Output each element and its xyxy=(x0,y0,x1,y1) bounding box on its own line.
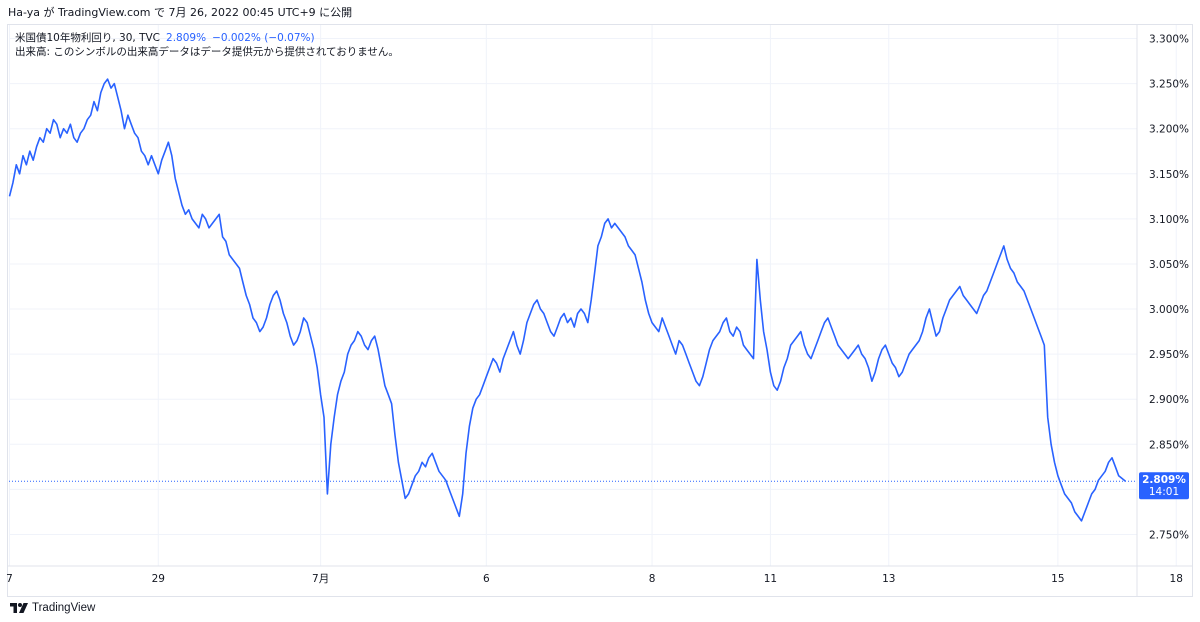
x-tick-label: 7 xyxy=(6,573,13,585)
tradingview-logo-icon xyxy=(10,603,28,613)
x-tick-label: 7月 xyxy=(312,573,329,585)
last-value: 2.809% xyxy=(166,32,207,44)
x-tick-label: 29 xyxy=(152,573,165,585)
chart-legend: 米国債10年物利回り, 30, TVC 2.809% −0.002% (−0.07%… xyxy=(15,31,399,59)
grid-lines xyxy=(7,25,1193,597)
y-tick-label: 2.850% xyxy=(1149,439,1189,451)
badge-price: 2.809% xyxy=(1142,474,1186,486)
y-tick-label: 2.950% xyxy=(1149,349,1189,361)
y-tick-label: 3.100% xyxy=(1149,214,1189,226)
badge-box xyxy=(1139,472,1189,500)
x-tick-label: 6 xyxy=(483,573,490,585)
y-tick-label: 3.050% xyxy=(1149,259,1189,271)
x-tick-label: 18 xyxy=(1170,573,1183,585)
y-tick-label: 3.200% xyxy=(1149,124,1189,136)
chart-frame xyxy=(7,24,1193,597)
symbol-label[interactable]: 米国債10年物利回り, 30, TVC xyxy=(15,32,161,44)
x-tick-label: 15 xyxy=(1051,573,1064,585)
y-tick-label: 3.300% xyxy=(1149,34,1189,46)
change-value: −0.002% (−0.07%) xyxy=(212,32,315,44)
y-tick-label: 2.750% xyxy=(1149,529,1189,541)
volume-note: 出来高: このシンボルの出来高データはデータ提供元から提供されておりません。 xyxy=(15,46,399,58)
footer-brand[interactable]: TradingView xyxy=(10,600,95,616)
y-tick-label: 3.250% xyxy=(1149,79,1189,91)
x-tick-label: 13 xyxy=(882,573,895,585)
y-axis: 3.300% 3.250% 3.200% 3.150% 3.100% 3.050% 3.00… xyxy=(1149,34,1189,542)
series-line xyxy=(8,78,1126,522)
publish-info: Ha-ya が TradingView.com で 7月 26, 2022 00… xyxy=(8,6,353,19)
x-axis: 7297月6811131518202225 xyxy=(6,573,1183,585)
x-tick-label: 11 xyxy=(764,573,777,585)
brand-name: TradingView xyxy=(32,602,96,614)
x-tick-label: 8 xyxy=(649,573,656,585)
badge-countdown: 14:01 xyxy=(1149,486,1179,498)
y-tick-label: 3.000% xyxy=(1149,304,1189,316)
last-price-badge: 2.809%14:01 xyxy=(1139,472,1189,500)
series-layer xyxy=(8,78,1137,522)
y-tick-label: 3.150% xyxy=(1149,169,1189,181)
y-tick-label: 2.900% xyxy=(1149,394,1189,406)
